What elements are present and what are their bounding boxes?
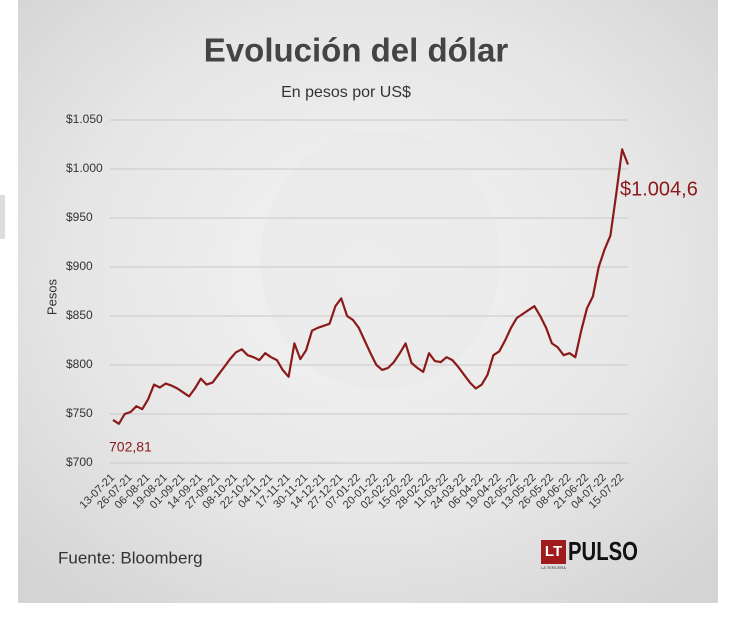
y-tick-label: $900 [66, 259, 93, 273]
logo-small: LA TERCERA [541, 565, 566, 570]
y-tick-label: $950 [66, 210, 93, 224]
y-tick-label: $700 [66, 455, 93, 469]
source: Fuente: Bloomberg [58, 548, 203, 567]
y-tick-label: $750 [66, 406, 93, 420]
logo-mark: LT [545, 543, 562, 560]
annotation: 702,81 [109, 439, 152, 455]
edge-tab [0, 195, 5, 239]
logo-name: PULSO [568, 536, 638, 566]
bg-portrait [260, 130, 500, 390]
chart-title: Evolución del dólar [204, 32, 509, 69]
line [112, 148, 630, 425]
y-tick-label: $1.000 [66, 161, 103, 175]
annotation: $1.004,6 [620, 178, 698, 200]
y-tick-label: $1.050 [66, 112, 103, 126]
logo-box [541, 540, 566, 564]
y-tick-label: $800 [66, 357, 93, 371]
chart-subtitle: En pesos por US$ [281, 84, 411, 101]
y-axis-label: Pesos [44, 278, 59, 315]
y-tick-label: $850 [66, 308, 93, 322]
